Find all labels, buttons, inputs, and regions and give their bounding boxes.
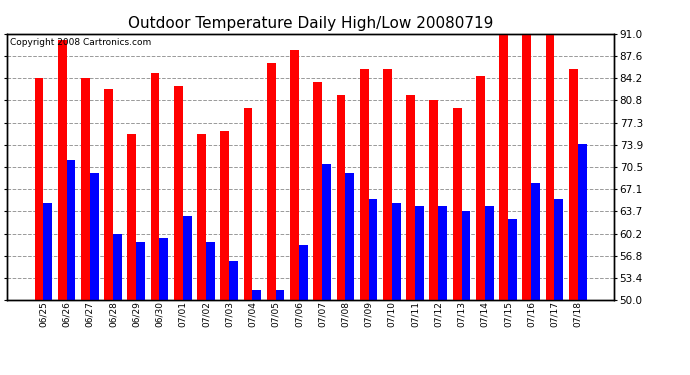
Title: Outdoor Temperature Daily High/Low 20080719: Outdoor Temperature Daily High/Low 20080… xyxy=(128,16,493,31)
Bar xyxy=(81,78,90,300)
Bar xyxy=(462,211,471,300)
Bar xyxy=(220,131,229,300)
Bar xyxy=(66,160,75,300)
Bar xyxy=(183,216,192,300)
Bar xyxy=(392,202,401,300)
Bar xyxy=(346,173,354,300)
Bar xyxy=(197,134,206,300)
Bar xyxy=(578,144,586,300)
Bar xyxy=(253,290,262,300)
Bar xyxy=(104,89,113,300)
Bar xyxy=(555,200,563,300)
Bar xyxy=(136,242,145,300)
Bar xyxy=(174,86,183,300)
Bar xyxy=(476,76,485,300)
Bar xyxy=(322,164,331,300)
Bar xyxy=(267,63,275,300)
Bar xyxy=(499,35,508,300)
Bar xyxy=(368,200,377,300)
Bar xyxy=(508,219,517,300)
Bar xyxy=(150,73,159,300)
Bar xyxy=(546,34,555,300)
Bar xyxy=(128,134,136,300)
Bar xyxy=(438,206,447,300)
Bar xyxy=(453,108,462,300)
Bar xyxy=(275,290,284,300)
Bar xyxy=(299,245,308,300)
Bar xyxy=(113,234,122,300)
Bar xyxy=(159,238,168,300)
Bar xyxy=(229,261,238,300)
Bar xyxy=(34,78,43,300)
Bar xyxy=(290,50,299,300)
Bar xyxy=(569,69,578,300)
Bar xyxy=(485,206,493,300)
Bar xyxy=(337,96,346,300)
Bar xyxy=(90,173,99,300)
Bar xyxy=(43,202,52,300)
Bar xyxy=(531,183,540,300)
Bar xyxy=(244,108,253,300)
Bar xyxy=(383,69,392,300)
Bar xyxy=(429,100,438,300)
Bar xyxy=(206,242,215,300)
Bar xyxy=(415,206,424,300)
Bar xyxy=(313,82,322,300)
Bar xyxy=(406,96,415,300)
Text: Copyright 2008 Cartronics.com: Copyright 2008 Cartronics.com xyxy=(10,38,151,47)
Bar xyxy=(58,40,66,300)
Bar xyxy=(522,34,531,300)
Bar xyxy=(359,69,368,300)
